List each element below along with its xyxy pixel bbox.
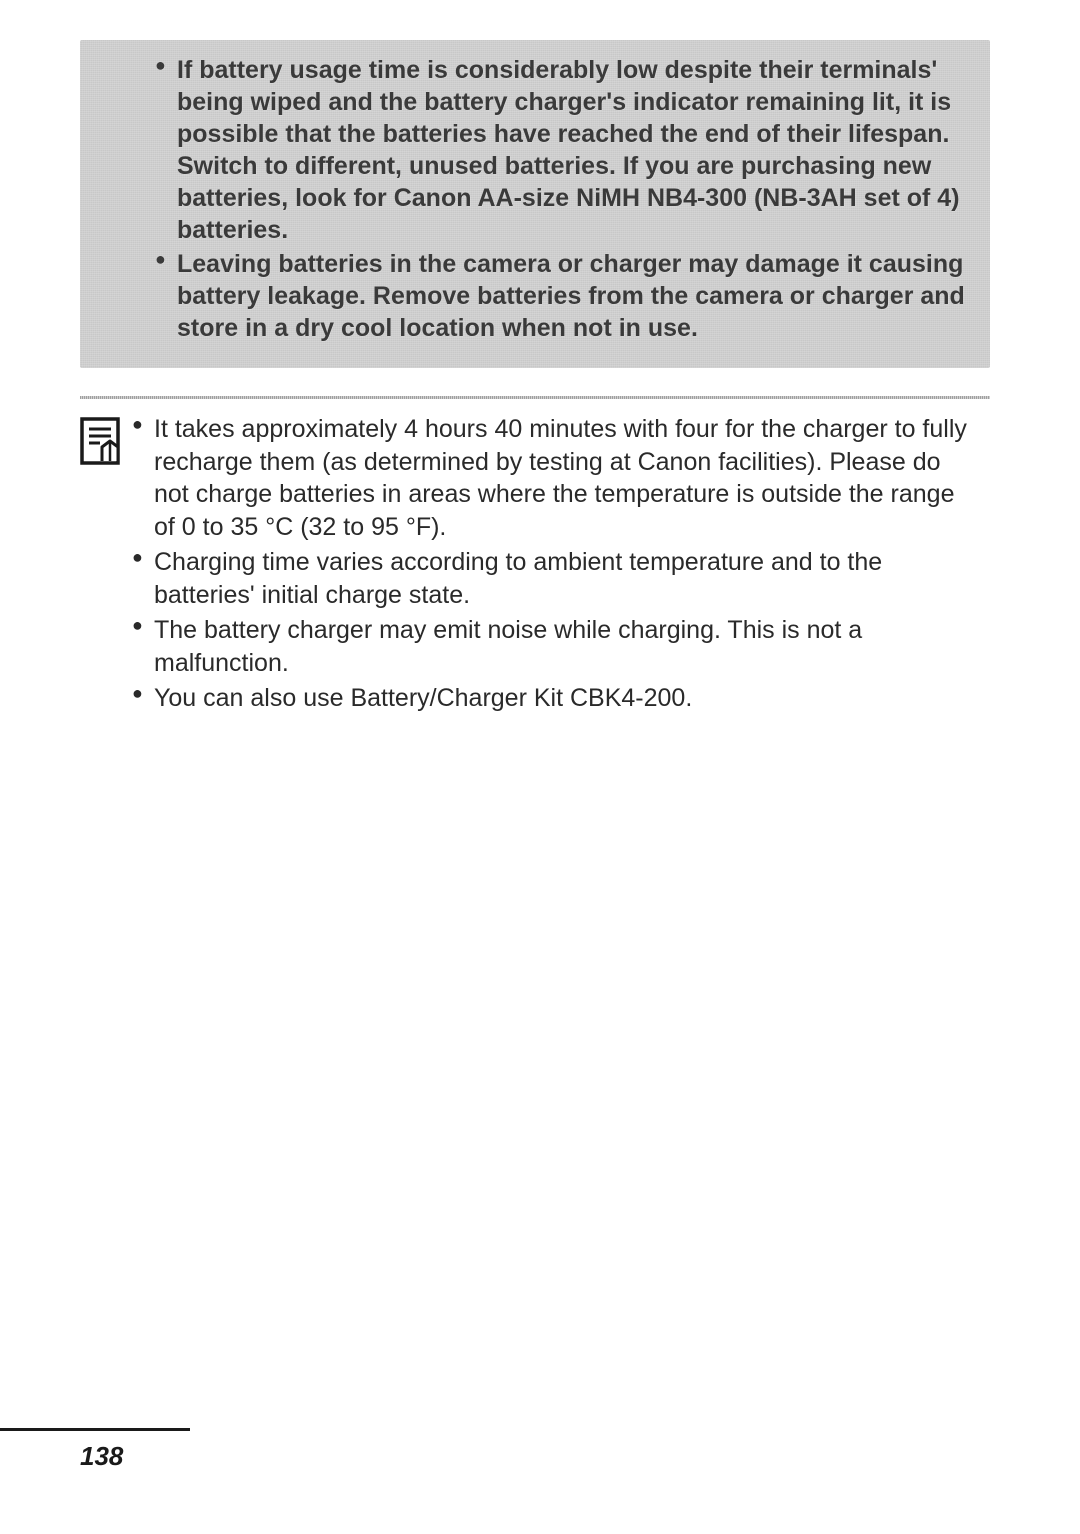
page-number: 138	[0, 1441, 190, 1472]
warning-bullet-1: If battery usage time is considerably lo…	[155, 54, 970, 246]
info-section: It takes approximately 4 hours 40 minute…	[80, 413, 990, 718]
info-bullet-2: Charging time varies according to ambien…	[132, 546, 980, 611]
warning-box: If battery usage time is considerably lo…	[80, 40, 990, 368]
page-footer: 138	[0, 1428, 190, 1472]
info-bullet-4: You can also use Battery/Charger Kit CBK…	[132, 682, 980, 715]
info-bullet-3: The battery charger may emit noise while…	[132, 614, 980, 679]
footer-line	[0, 1428, 190, 1431]
warning-bullet-2: Leaving batteries in the camera or charg…	[155, 248, 970, 344]
info-bullet-1: It takes approximately 4 hours 40 minute…	[132, 413, 980, 543]
info-content: It takes approximately 4 hours 40 minute…	[132, 413, 990, 718]
document-note-icon	[80, 417, 120, 465]
section-separator	[80, 396, 990, 399]
